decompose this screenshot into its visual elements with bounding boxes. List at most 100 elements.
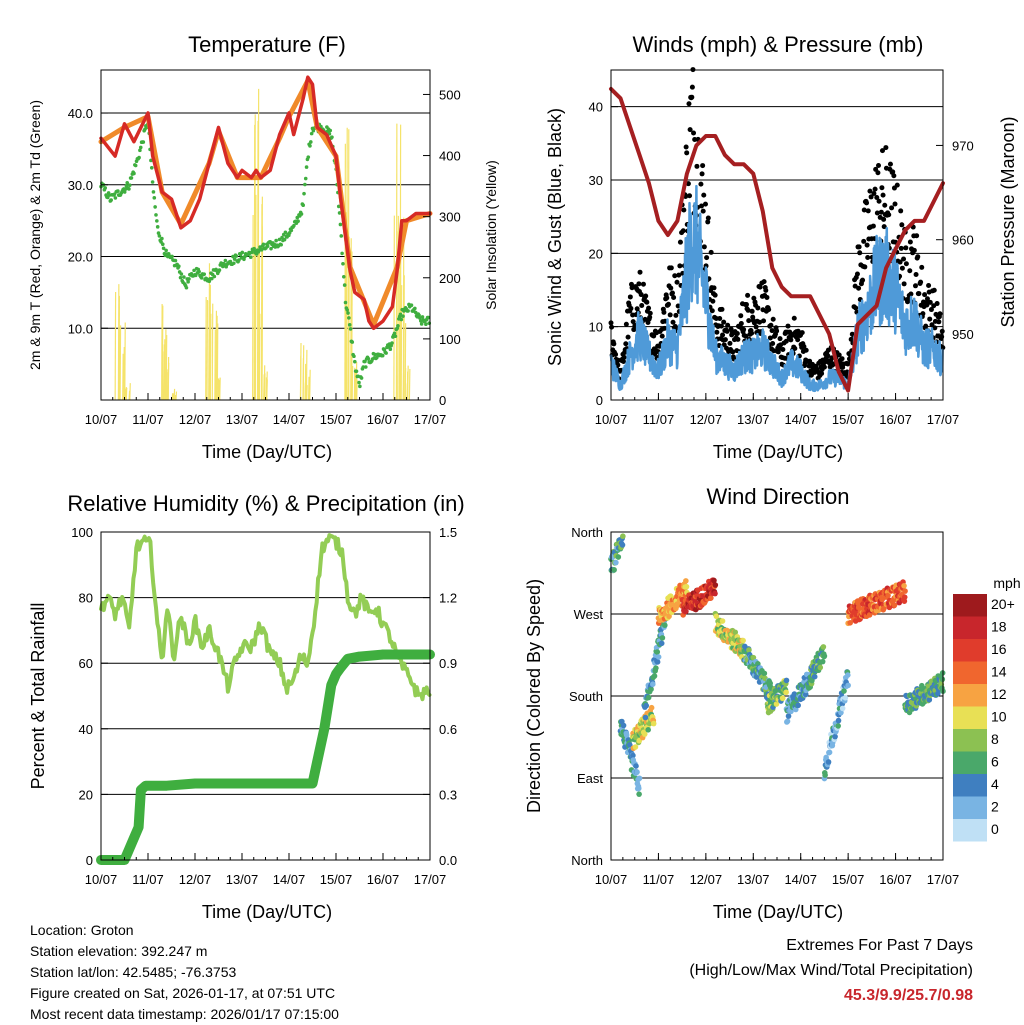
- direction-point: [683, 578, 689, 584]
- x-tick-label: 15/07: [832, 412, 865, 427]
- gust-point: [727, 341, 732, 346]
- direction-point: [637, 775, 643, 781]
- direction-point: [841, 688, 847, 694]
- gust-point: [678, 240, 683, 245]
- dewpoint-point: [139, 146, 143, 150]
- dewpoint-point: [174, 259, 178, 263]
- direction-point: [656, 654, 662, 660]
- direction-point: [633, 744, 639, 750]
- colorbar-title: mph: [993, 575, 1020, 591]
- gust-point: [857, 250, 862, 255]
- dewpoint-point: [296, 219, 300, 223]
- dewpoint-point: [155, 219, 159, 223]
- dewpoint-point: [309, 140, 313, 144]
- humidity-data: [101, 535, 430, 860]
- y-tick-label: 20: [79, 787, 93, 802]
- gust-point: [768, 323, 773, 328]
- gust-point: [755, 305, 760, 310]
- gust-point: [741, 327, 746, 332]
- dewpoint-point: [346, 311, 350, 315]
- gust-point: [690, 85, 695, 90]
- dewpoint-point: [413, 307, 417, 311]
- winds-x-label: Time (Day/UTC): [713, 442, 843, 462]
- gust-point: [648, 311, 653, 316]
- extremes-subtitle: (High/Low/Max Wind/Total Precipitation): [689, 958, 973, 983]
- gust-point: [624, 322, 629, 327]
- gust-point: [901, 256, 906, 261]
- direction-point: [835, 723, 841, 729]
- dewpoint-point: [103, 186, 107, 190]
- colorbar-label: 20+: [991, 596, 1015, 612]
- gust-point: [915, 254, 920, 259]
- dewpoint-point: [367, 357, 371, 361]
- dewpoint-point: [342, 275, 346, 279]
- dewpoint-point: [305, 165, 309, 169]
- y-tick-label: 300: [439, 210, 461, 225]
- dewpoint-point: [401, 314, 405, 318]
- gust-point: [735, 331, 740, 336]
- recent-data-text: Most recent data timestamp: 2026/01/17 0…: [30, 1004, 339, 1025]
- dewpoint-point: [302, 192, 306, 196]
- gust-point: [923, 324, 928, 329]
- gust-point: [706, 215, 711, 220]
- y-tick-label: 1.2: [439, 591, 457, 606]
- gust-point: [749, 331, 754, 336]
- direction-point: [633, 763, 639, 769]
- y-tick-label: 0.6: [439, 722, 457, 737]
- direction-point: [636, 791, 642, 797]
- direction-point: [646, 695, 652, 701]
- gust-point: [623, 341, 628, 346]
- direction-y-label-left: Direction (Colored By Speed): [524, 579, 544, 813]
- gust-point: [681, 207, 686, 212]
- dewpoint-point: [185, 286, 189, 290]
- gust-point: [717, 316, 722, 321]
- dewpoint-point: [340, 252, 344, 256]
- dewpoint-point: [262, 243, 266, 247]
- y-tick-label: 40: [79, 722, 93, 737]
- x-tick-label: 10/07: [595, 872, 628, 887]
- y-tick-label: North: [571, 853, 603, 868]
- gust-point: [694, 164, 699, 169]
- gust-point: [660, 334, 665, 339]
- x-tick-label: 15/07: [832, 872, 865, 887]
- gust-point: [886, 212, 891, 217]
- direction-point: [660, 635, 666, 641]
- dewpoint-point: [292, 224, 296, 228]
- dewpoint-point: [109, 198, 113, 202]
- dewpoint-point: [345, 308, 349, 312]
- dewpoint-point: [424, 322, 428, 326]
- dewpoint-point: [406, 309, 410, 313]
- gust-point: [646, 306, 651, 311]
- direction-point: [901, 583, 907, 589]
- gust-point: [709, 250, 714, 255]
- y-tick-label: 0.9: [439, 656, 457, 671]
- dewpoint-point: [301, 203, 305, 207]
- gust-point: [877, 199, 882, 204]
- dewpoint-point: [137, 156, 141, 160]
- direction-x-label: Time (Day/UTC): [713, 902, 843, 922]
- gust-point: [903, 245, 908, 250]
- colorbar-swatch: [953, 662, 987, 685]
- x-tick-label: 11/07: [132, 872, 164, 887]
- dewpoint-point: [339, 223, 343, 227]
- x-tick-label: 15/07: [320, 412, 353, 427]
- dewpoint-point: [355, 369, 359, 373]
- direction-point: [712, 591, 718, 597]
- gust-point: [720, 333, 725, 338]
- colorbar-swatch: [953, 729, 987, 752]
- gust-point: [643, 294, 648, 299]
- latlon-text: Station lat/lon: 42.5485; -76.3753: [30, 962, 339, 983]
- gust-point: [700, 171, 705, 176]
- direction-point: [820, 659, 826, 665]
- dewpoint-point: [279, 243, 283, 247]
- gust-point: [899, 222, 904, 227]
- gust-point: [822, 365, 827, 370]
- gust-point: [898, 208, 903, 213]
